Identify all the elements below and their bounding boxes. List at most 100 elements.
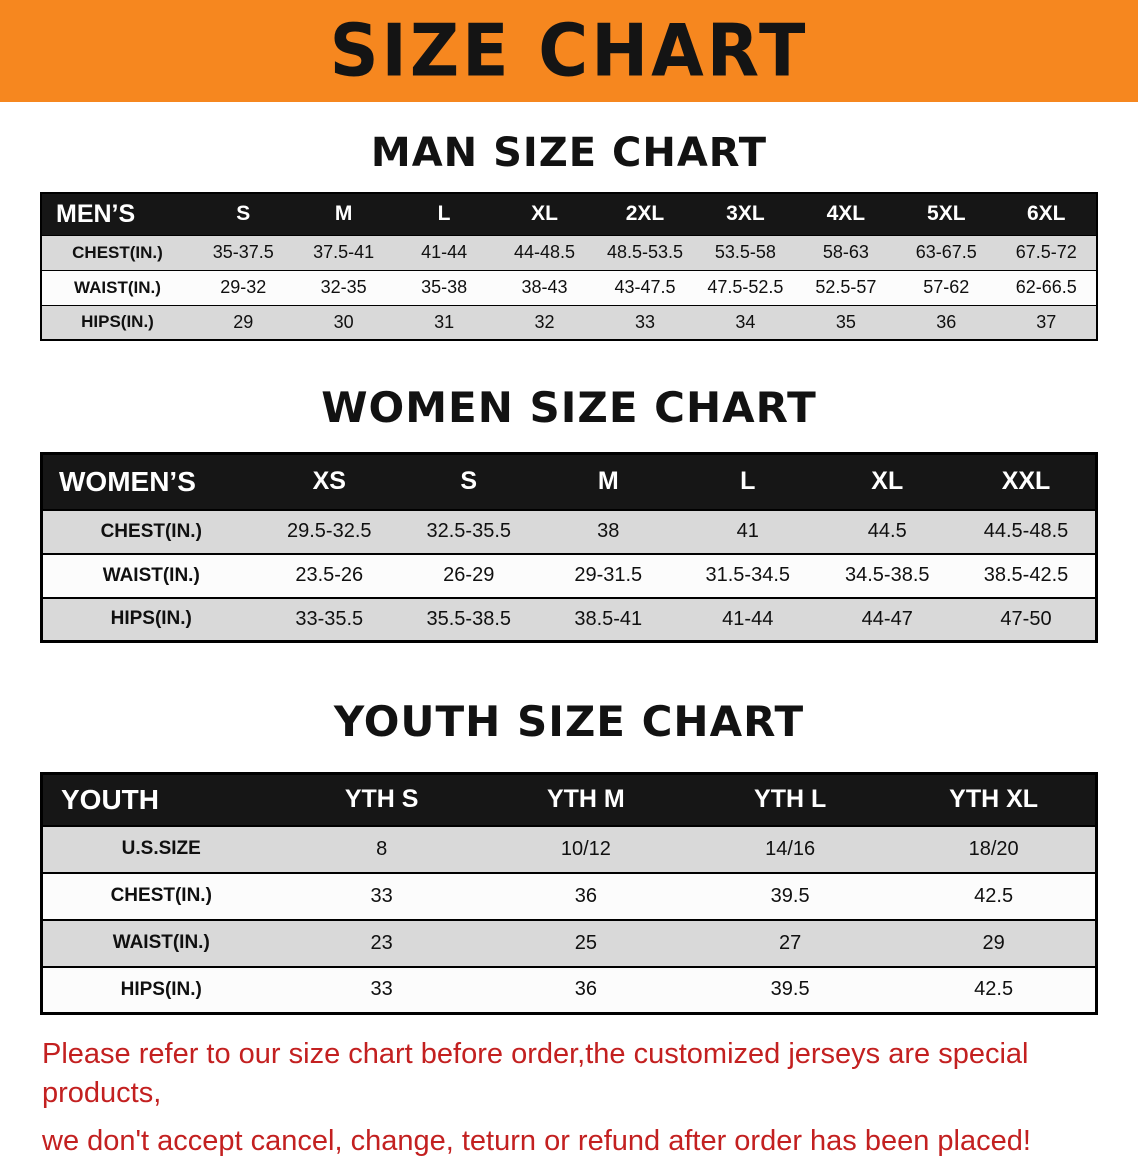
measurement-value: 41 — [678, 508, 818, 554]
measurement-label: WAIST(IN.) — [41, 918, 280, 967]
size-column-header: S — [193, 193, 294, 235]
men-group-label: MEN’S — [41, 193, 193, 235]
women-group-label: WOMEN’S — [41, 453, 260, 510]
measurement-value: 25 — [483, 918, 688, 967]
page-title: SIZE CHART — [329, 9, 809, 93]
size-column-header: 4XL — [795, 193, 897, 235]
measurement-value: 33 — [594, 304, 696, 340]
table-row: CHEST(IN.) 35-37.5 37.5-41 41-44 44-48.5 48.5… — [41, 234, 1097, 270]
measurement-value: 33-35.5 — [259, 596, 399, 642]
table-row: CHEST(IN.) 29.5-32.5 32.5-35.5 38 41 44.5 44.5… — [41, 508, 1097, 554]
measurement-value: 29-32 — [193, 269, 294, 305]
table-row: HIPS(IN.) 33-35.5 35.5-38.5 38.5-41 41-44 44-… — [41, 596, 1097, 642]
measurement-value: 8 — [279, 824, 484, 873]
measurement-value: 41-44 — [678, 596, 818, 642]
men-size-table: MEN’S S M L XL 2XL 3XL 4XL 5XL 6XL CHEST(IN.) 35-37… — [40, 192, 1098, 341]
measurement-value: 36 — [483, 965, 688, 1014]
measurement-value: 38.5-42.5 — [957, 552, 1097, 598]
women-header-row: WOMEN’S XS S M L XL XXL — [41, 453, 1097, 510]
measurement-value: 39.5 — [688, 965, 893, 1014]
measurement-value: 47.5-52.5 — [695, 269, 796, 305]
measurement-value: 29-31.5 — [538, 552, 678, 598]
youth-size-chart-section: YOUTH SIZE CHART YOUTH YTH S YTH M YTH L YTH … — [0, 697, 1138, 1015]
measurement-value: 37 — [996, 304, 1097, 340]
size-column-header: 6XL — [996, 193, 1097, 235]
youth-group-label: YOUTH — [41, 773, 280, 826]
measurement-value: 27 — [688, 918, 893, 967]
measurement-value: 29 — [892, 918, 1097, 967]
measurement-label: HIPS(IN.) — [41, 596, 260, 642]
notice-line: we don't accept cancel, change, teturn o… — [42, 1125, 1031, 1158]
table-row: WAIST(IN.) 23.5-26 26-29 29-31.5 31.5-34.5 34… — [41, 552, 1097, 598]
measurement-value: 47-50 — [957, 596, 1097, 642]
table-row: WAIST(IN.) 23 25 27 29 — [41, 918, 1097, 967]
measurement-value: 26-29 — [399, 552, 539, 598]
measurement-value: 41-44 — [393, 234, 495, 270]
measurement-value: 52.5-57 — [795, 269, 897, 305]
measurement-value: 42.5 — [892, 871, 1097, 920]
measurement-value: 14/16 — [688, 824, 893, 873]
measurement-label: WAIST(IN.) — [41, 552, 260, 598]
measurement-value: 35-37.5 — [193, 234, 294, 270]
measurement-value: 23.5-26 — [259, 552, 399, 598]
measurement-value: 48.5-53.5 — [594, 234, 696, 270]
measurement-value: 30 — [293, 304, 394, 340]
size-column-header: M — [293, 193, 394, 235]
measurement-value: 36 — [483, 871, 688, 920]
measurement-value: 36 — [896, 304, 997, 340]
measurement-value: 44.5 — [817, 508, 957, 554]
table-row: HIPS(IN.) 29 30 31 32 33 34 35 36 37 — [41, 304, 1097, 340]
size-column-header: XL — [817, 453, 957, 510]
measurement-value: 23 — [279, 918, 484, 967]
measurement-value: 34 — [695, 304, 796, 340]
measurement-value: 29.5-32.5 — [259, 508, 399, 554]
size-column-header: L — [393, 193, 495, 235]
measurement-value: 57-62 — [896, 269, 997, 305]
measurement-label: U.S.SIZE — [41, 824, 280, 873]
women-section-heading: WOMEN SIZE CHART — [321, 383, 817, 432]
table-row: CHEST(IN.) 33 36 39.5 42.5 — [41, 871, 1097, 920]
measurement-label: HIPS(IN.) — [41, 304, 193, 340]
measurement-value: 44-48.5 — [494, 234, 595, 270]
men-header-row: MEN’S S M L XL 2XL 3XL 4XL 5XL 6XL — [41, 193, 1097, 235]
measurement-value: 32.5-35.5 — [399, 508, 539, 554]
measurement-value: 62-66.5 — [996, 269, 1097, 305]
measurement-label: HIPS(IN.) — [41, 965, 280, 1014]
measurement-value: 32-35 — [293, 269, 394, 305]
measurement-value: 43-47.5 — [594, 269, 696, 305]
footer-notice: Please refer to our size chart before or… — [42, 1035, 1094, 1161]
banner: SIZE CHART — [0, 0, 1138, 102]
size-column-header: L — [678, 453, 818, 510]
measurement-label: CHEST(IN.) — [41, 234, 193, 270]
men-section-heading: MAN SIZE CHART — [370, 130, 768, 176]
sections-container: MAN SIZE CHART MEN’S S M L XL 2XL 3XL 4XL 5XL 6XL C… — [0, 130, 1138, 1015]
measurement-value: 34.5-38.5 — [817, 552, 957, 598]
measurement-value: 35 — [795, 304, 897, 340]
measurement-value: 39.5 — [688, 871, 893, 920]
size-column-header: 3XL — [695, 193, 796, 235]
measurement-value: 18/20 — [892, 824, 1097, 873]
measurement-label: CHEST(IN.) — [41, 508, 260, 554]
measurement-value: 32 — [494, 304, 595, 340]
size-column-header: 2XL — [594, 193, 696, 235]
measurement-label: WAIST(IN.) — [41, 269, 193, 305]
measurement-value: 31 — [393, 304, 495, 340]
measurement-value: 67.5-72 — [996, 234, 1097, 270]
table-row: HIPS(IN.) 33 36 39.5 42.5 — [41, 965, 1097, 1014]
measurement-value: 10/12 — [483, 824, 688, 873]
youth-header-row: YOUTH YTH S YTH M YTH L YTH XL — [41, 773, 1097, 826]
measurement-value: 42.5 — [892, 965, 1097, 1014]
size-column-header: YTH S — [279, 773, 484, 826]
women-size-table: WOMEN’S XS S M L XL XXL CHEST(IN.) 29.5-32.5 32.5… — [40, 452, 1098, 643]
measurement-value: 35-38 — [393, 269, 495, 305]
measurement-value: 37.5-41 — [293, 234, 394, 270]
notice-line: Please refer to our size chart before or… — [42, 1038, 1029, 1110]
size-column-header: XS — [259, 453, 399, 510]
youth-size-table: YOUTH YTH S YTH M YTH L YTH XL U.S.SIZE 8 10/12… — [40, 772, 1098, 1015]
measurement-value: 38 — [538, 508, 678, 554]
measurement-label: CHEST(IN.) — [41, 871, 280, 920]
measurement-value: 53.5-58 — [695, 234, 796, 270]
size-column-header: XL — [494, 193, 595, 235]
measurement-value: 38-43 — [494, 269, 595, 305]
